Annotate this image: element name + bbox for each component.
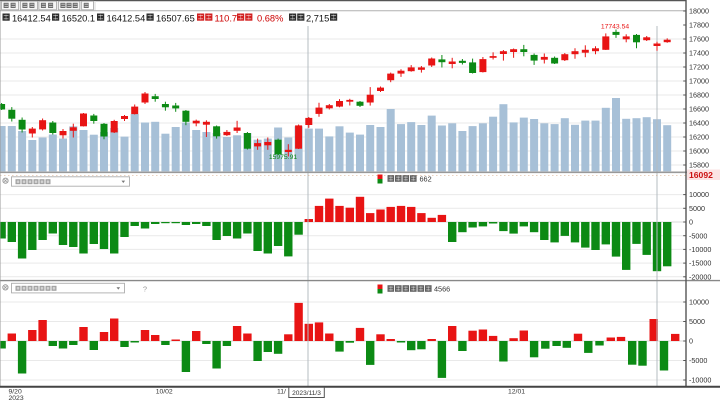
- svg-text:-15000: -15000: [689, 259, 711, 268]
- svg-text:16520.1: 16520.1: [62, 14, 96, 24]
- svg-text:10000: 10000: [689, 190, 709, 199]
- svg-text:2023: 2023: [9, 395, 24, 402]
- svg-text:17800: 17800: [689, 21, 709, 30]
- svg-text:4566: 4566: [434, 285, 450, 294]
- svg-text:-5000: -5000: [689, 231, 707, 240]
- svg-text:16000: 16000: [689, 147, 709, 156]
- svg-text:15975.91: 15975.91: [269, 154, 298, 161]
- svg-text:9/20: 9/20: [9, 389, 22, 396]
- svg-text:16800: 16800: [689, 91, 709, 100]
- svg-text:?: ?: [143, 285, 147, 294]
- svg-text:17000: 17000: [689, 77, 709, 86]
- svg-text:110.7: 110.7: [215, 14, 238, 24]
- svg-text:18000: 18000: [689, 7, 709, 16]
- svg-text:17400: 17400: [689, 49, 709, 58]
- svg-text:-10000: -10000: [689, 245, 711, 254]
- svg-text:2023/11/3: 2023/11/3: [292, 390, 321, 397]
- svg-text:0.68%: 0.68%: [257, 14, 283, 24]
- svg-text:17200: 17200: [689, 63, 709, 72]
- svg-text:10/02: 10/02: [156, 389, 173, 396]
- svg-text:16412.54: 16412.54: [107, 14, 146, 24]
- svg-text:0: 0: [689, 218, 693, 227]
- svg-text:16507.65: 16507.65: [156, 14, 195, 24]
- svg-text:-5000: -5000: [689, 356, 707, 365]
- svg-text:17743.54: 17743.54: [601, 24, 630, 31]
- svg-text:16200: 16200: [689, 133, 709, 142]
- svg-text:12/01: 12/01: [508, 389, 525, 396]
- svg-text:16400: 16400: [689, 119, 709, 128]
- svg-text:16600: 16600: [689, 105, 709, 114]
- svg-text:2,715: 2,715: [306, 14, 329, 24]
- svg-text:10000: 10000: [689, 298, 709, 307]
- svg-text:-20000: -20000: [689, 272, 711, 281]
- svg-text:15800: 15800: [689, 161, 709, 170]
- svg-text:5000: 5000: [689, 204, 705, 213]
- svg-text:5000: 5000: [689, 317, 705, 326]
- svg-text:16412.54: 16412.54: [12, 14, 51, 24]
- svg-text:662: 662: [420, 175, 432, 184]
- svg-text:16092: 16092: [689, 170, 713, 180]
- svg-text:17600: 17600: [689, 35, 709, 44]
- svg-text:0: 0: [689, 337, 693, 346]
- svg-text:-10000: -10000: [689, 376, 711, 385]
- svg-text:11/: 11/: [277, 389, 286, 396]
